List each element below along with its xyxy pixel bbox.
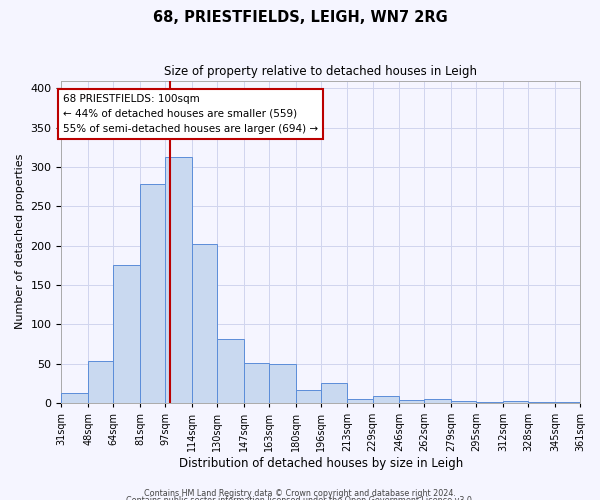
Bar	[61, 393, 88, 403]
Bar	[244, 363, 269, 403]
X-axis label: Distribution of detached houses by size in Leigh: Distribution of detached houses by size …	[179, 457, 463, 470]
Text: 68, PRIESTFIELDS, LEIGH, WN7 2RG: 68, PRIESTFIELDS, LEIGH, WN7 2RG	[152, 10, 448, 25]
Bar	[555, 402, 580, 403]
Bar	[321, 384, 347, 403]
Bar	[528, 402, 555, 403]
Bar	[503, 402, 528, 403]
Bar	[451, 400, 476, 403]
Bar	[476, 402, 503, 403]
Bar	[217, 340, 244, 403]
Bar	[192, 244, 217, 403]
Bar	[399, 400, 424, 403]
Bar	[140, 184, 165, 403]
Bar	[269, 364, 296, 403]
Title: Size of property relative to detached houses in Leigh: Size of property relative to detached ho…	[164, 65, 477, 78]
Bar	[296, 390, 321, 403]
Bar	[113, 266, 140, 403]
Y-axis label: Number of detached properties: Number of detached properties	[15, 154, 25, 330]
Bar	[347, 399, 373, 403]
Bar	[165, 157, 192, 403]
Bar	[373, 396, 399, 403]
Text: Contains public sector information licensed under the Open Government Licence v3: Contains public sector information licen…	[126, 496, 474, 500]
Text: 68 PRIESTFIELDS: 100sqm
← 44% of detached houses are smaller (559)
55% of semi-d: 68 PRIESTFIELDS: 100sqm ← 44% of detache…	[63, 94, 318, 134]
Bar	[88, 360, 113, 403]
Bar	[424, 399, 451, 403]
Text: Contains HM Land Registry data © Crown copyright and database right 2024.: Contains HM Land Registry data © Crown c…	[144, 488, 456, 498]
